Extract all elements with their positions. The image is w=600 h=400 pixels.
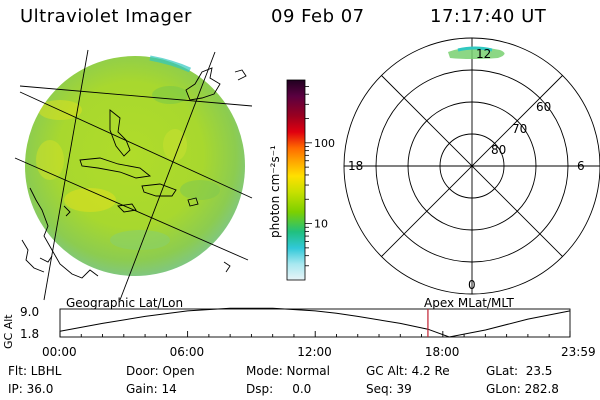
status-door: Door: Open bbox=[126, 364, 195, 378]
timeline-left-caption: Geographic Lat/Lon bbox=[66, 296, 184, 310]
status-ip: IP: 36.0 bbox=[8, 382, 54, 396]
polar-grid bbox=[343, 37, 600, 295]
timeline-x-tick-label: 18:00 bbox=[425, 345, 460, 359]
date-label: 09 Feb 07 bbox=[271, 6, 365, 27]
timeline-x-tick-label: 12:00 bbox=[297, 345, 332, 359]
timeline-x-tick-label: 23:59 bbox=[561, 345, 596, 359]
coastlines bbox=[21, 67, 247, 279]
status-glat: GLat: 23.5 bbox=[486, 364, 553, 378]
status-glon: GLon: 282.8 bbox=[486, 382, 559, 396]
app-title: Ultraviolet Imager bbox=[20, 6, 192, 27]
timeline-right-caption: Apex MLat/MLT bbox=[424, 296, 514, 310]
polar-ring-80: 80 bbox=[491, 143, 506, 157]
timeline-y-tick-bottom: 1.8 bbox=[20, 327, 40, 341]
timeline-y-tick-top: 9.0 bbox=[20, 305, 40, 319]
status-filter: Flt: LBHL bbox=[8, 364, 62, 378]
colorbar-scale bbox=[286, 79, 306, 281]
polar-label-dawn: 6 bbox=[577, 159, 585, 173]
polar-label-dusk: 18 bbox=[348, 159, 363, 173]
polar-ring-60: 60 bbox=[536, 100, 551, 114]
colorbar-tick-label-100: 100 bbox=[314, 137, 335, 150]
geo-grid-lines bbox=[14, 49, 253, 301]
status-mode: Mode: Normal bbox=[246, 364, 330, 378]
status-dsp: Dsp: 0.0 bbox=[246, 382, 312, 396]
colorbar-tick-label-10: 10 bbox=[314, 218, 328, 231]
status-seq: Seq: 39 bbox=[366, 382, 412, 396]
altitude-curve bbox=[59, 307, 571, 338]
status-gc-alt: GC Alt: 4.2 Re bbox=[366, 364, 450, 378]
timeline-x-tick-label: 00:00 bbox=[42, 345, 77, 359]
polar-label-noon: 12 bbox=[476, 47, 491, 61]
timeline-x-tick-label: 06:00 bbox=[170, 345, 205, 359]
status-gain: Gain: 14 bbox=[126, 382, 177, 396]
time-label: 17:17:40 UT bbox=[430, 6, 547, 27]
polar-label-midnight: 0 bbox=[468, 278, 476, 292]
polar-ring-70: 70 bbox=[512, 122, 527, 136]
colorbar-unit-label: photon cm⁻²s⁻¹ bbox=[268, 145, 282, 238]
